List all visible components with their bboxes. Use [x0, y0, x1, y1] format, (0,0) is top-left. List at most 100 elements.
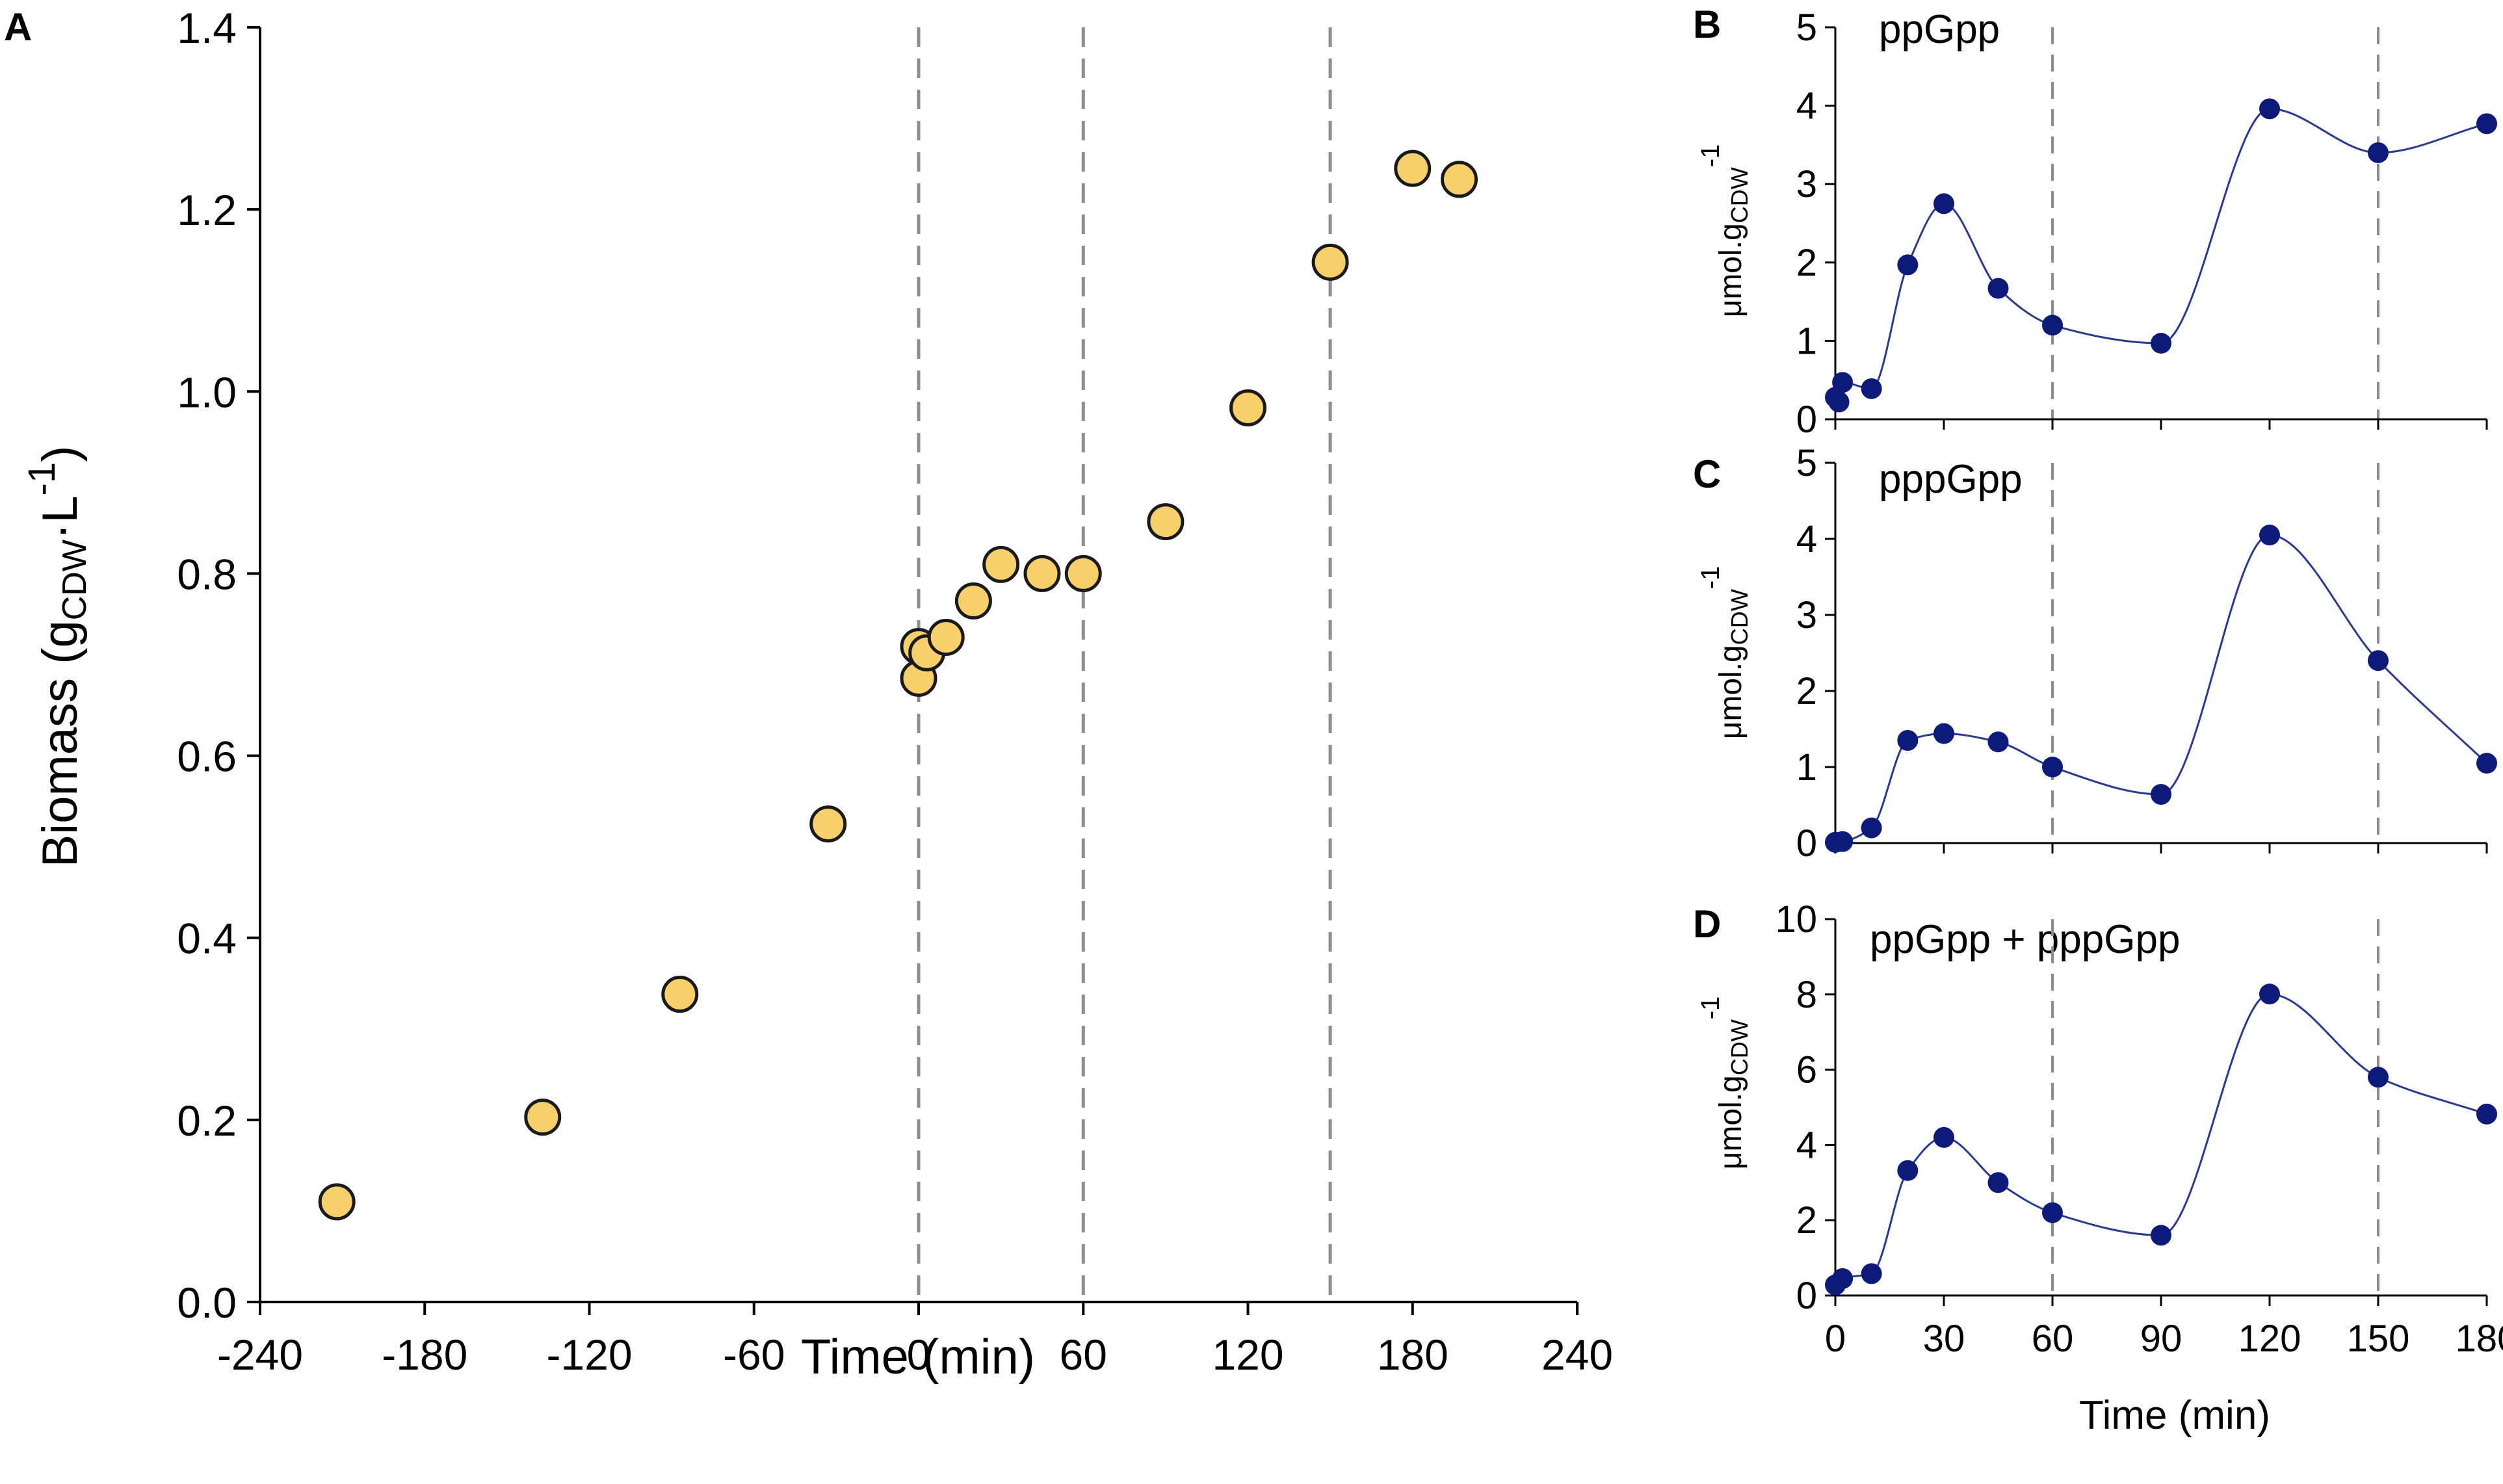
y-tick-label: 3 — [1796, 594, 1817, 636]
y-tick-label: 2 — [1796, 670, 1817, 712]
data-point — [2151, 1225, 2171, 1246]
panel-b-letter: B — [1693, 3, 1721, 46]
panel-a-letter: A — [4, 5, 32, 49]
data-point — [1832, 372, 1854, 393]
data-point — [982, 545, 1020, 583]
data-point — [1897, 254, 1919, 276]
y-tick-label: 0 — [1796, 822, 1817, 865]
data-point — [1861, 817, 1882, 839]
data-point — [2042, 1202, 2063, 1223]
panel-d-dashed-lines — [2051, 919, 2379, 1295]
data-point — [809, 805, 847, 843]
data-point — [2368, 1067, 2389, 1088]
data-point — [524, 1099, 562, 1136]
data-point — [2259, 525, 2280, 546]
data-point — [1987, 1172, 2009, 1193]
panel-a-biomass-chart: A 0.00.20.40.60.81.01.21.4 -240 -180 -120-… — [4, 4, 1613, 1385]
panel-c-dashed-lines — [2051, 463, 2379, 843]
panel-c-pppgpp-chart: C pppGpp 0 1 2 3 4 5 μmol.gCDW-1 — [1693, 442, 2497, 865]
data-point — [1064, 554, 1102, 592]
panel-a-x-tick-labels: -240 -180 -120 -60 0 60 120 180 240 — [217, 1331, 1613, 1379]
panel-b-data-points — [1825, 98, 2497, 413]
data-point — [2476, 113, 2497, 135]
data-point — [2259, 98, 2280, 120]
y-tick-label: 0.8 — [177, 550, 237, 598]
y-tick-label: 8 — [1796, 974, 1817, 1016]
data-point — [1987, 731, 2009, 753]
data-point — [1933, 193, 1954, 215]
x-tick-label: -60 — [723, 1331, 785, 1379]
panel-b-axes — [1825, 26, 2488, 430]
panel-a-y-axis-title: Biomass (gCDW·L-1) — [21, 446, 94, 868]
x-tick-label: 30 — [1923, 1318, 1965, 1360]
panel-b-series-line — [1834, 107, 2487, 403]
y-tick-label: 1 — [1796, 746, 1817, 788]
panel-d-axes — [1825, 918, 2488, 1306]
data-point — [1987, 278, 2009, 299]
data-point — [1897, 730, 1919, 751]
panel-b-y-tick-labels: 0 1 2 3 4 5 — [1796, 7, 1817, 441]
x-tick-label: 120 — [2238, 1318, 2301, 1360]
panel-a-y-tick-labels: 0.0 0.2 0.4 0.6 0.8 1.0 1.2 1.4 — [177, 4, 237, 1327]
data-point — [2042, 315, 2063, 336]
panel-d-letter: D — [1693, 902, 1721, 946]
y-tick-label: 0.6 — [177, 733, 237, 781]
panel-b-ppgpp-chart: B ppGpp 0 1 2 3 4 5 μmol.gCDW-1 — [1693, 3, 2497, 441]
data-point — [1394, 150, 1432, 187]
panel-d-x-axis-title: Time (min) — [2079, 1393, 2270, 1438]
x-tick-label: -180 — [382, 1331, 467, 1379]
panel-d-y-tick-labels: 0 2 4 6 8 10 — [1775, 898, 1817, 1317]
data-point — [2259, 983, 2280, 1005]
y-tick-label: 3 — [1796, 163, 1817, 205]
y-tick-label: 5 — [1796, 7, 1817, 49]
panel-c-axes — [1825, 462, 2488, 853]
panel-c-y-tick-labels: 0 1 2 3 4 5 — [1796, 442, 1817, 865]
data-point — [1832, 1268, 1854, 1289]
y-tick-label: 4 — [1796, 85, 1817, 127]
data-point — [318, 1183, 356, 1221]
data-point — [2042, 757, 2063, 777]
x-tick-label: 120 — [1212, 1331, 1283, 1379]
x-tick-label: -240 — [217, 1331, 303, 1379]
y-tick-label: 0.4 — [177, 915, 237, 963]
y-tick-label: 1.0 — [177, 368, 237, 416]
data-point — [1832, 831, 1854, 852]
panel-b-y-axis-title: μmol.gCDW-1 — [1696, 144, 1753, 318]
data-point — [1229, 389, 1266, 426]
y-tick-label: 0.0 — [177, 1279, 237, 1327]
x-tick-label: 240 — [1541, 1331, 1613, 1379]
data-point — [1933, 723, 1954, 744]
x-tick-label: 0 — [1825, 1318, 1846, 1360]
data-point — [954, 582, 992, 619]
panel-c-y-axis-title: μmol.gCDW-1 — [1696, 566, 1753, 740]
y-tick-label: 4 — [1796, 518, 1817, 560]
data-point — [927, 618, 965, 656]
panel-c-data-points — [1825, 525, 2497, 853]
x-tick-label: -120 — [546, 1331, 632, 1379]
panel-a-data-points — [318, 150, 1478, 1221]
panel-a-x-axis-title: Time (min) — [801, 1329, 1035, 1385]
panel-c-series-title: pppGpp — [1879, 457, 2023, 502]
x-tick-label: 180 — [2456, 1318, 2503, 1360]
panel-b-dashed-lines — [2051, 27, 2379, 419]
data-point — [2368, 142, 2389, 163]
y-tick-label: 1.2 — [177, 186, 237, 234]
data-point — [1861, 1263, 1882, 1284]
data-point — [1023, 554, 1061, 592]
x-tick-label: 90 — [2140, 1318, 2182, 1360]
x-tick-label: 180 — [1377, 1331, 1448, 1379]
y-tick-label: 10 — [1775, 898, 1817, 941]
panel-b-series-title: ppGpp — [1879, 7, 2000, 52]
data-point — [1897, 1160, 1919, 1181]
data-point — [2151, 784, 2171, 805]
data-point — [1311, 243, 1349, 281]
data-point — [1861, 378, 1882, 399]
y-tick-label: 0 — [1796, 1275, 1817, 1317]
y-tick-label: 6 — [1796, 1049, 1817, 1091]
y-tick-label: 2 — [1796, 1199, 1817, 1242]
panel-a-dashed-lines — [917, 27, 1332, 1302]
panel-c-letter: C — [1693, 452, 1721, 496]
x-tick-label: 150 — [2347, 1318, 2410, 1360]
data-point — [2368, 650, 2389, 671]
